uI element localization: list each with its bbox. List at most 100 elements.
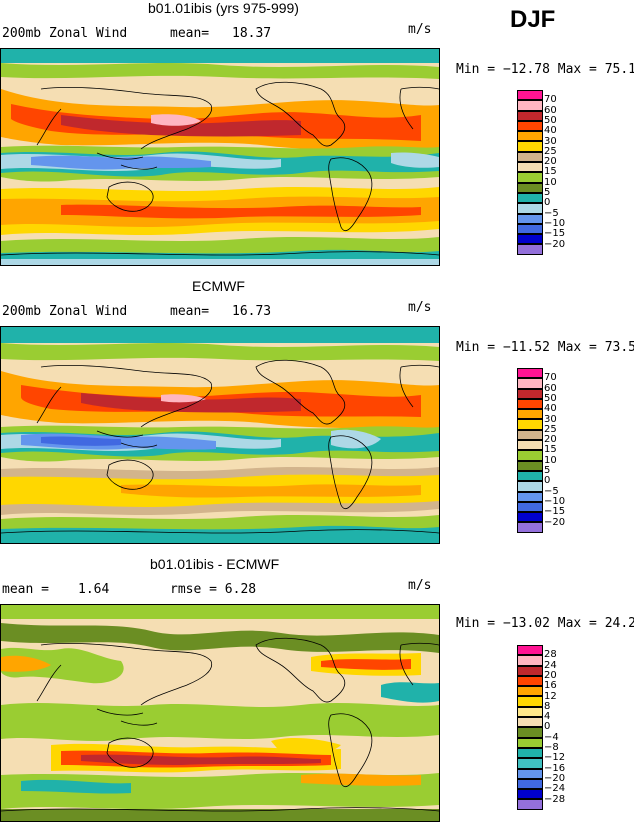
min-max-label: Min = −13.02 Max = 24.24 bbox=[456, 616, 634, 631]
legend-label: −20 bbox=[544, 516, 566, 528]
legend-swatch bbox=[517, 192, 543, 204]
legend-label: 70 bbox=[544, 372, 557, 384]
legend-swatch bbox=[517, 512, 543, 523]
legend-swatch bbox=[517, 162, 543, 173]
mean-label: mean= bbox=[170, 26, 210, 41]
legend-label: −28 bbox=[544, 793, 566, 805]
legend-swatch bbox=[517, 203, 543, 214]
legend-label: −16 bbox=[544, 762, 566, 774]
legend-swatch bbox=[517, 440, 543, 451]
legend-swatch bbox=[517, 686, 543, 697]
legend-swatch bbox=[517, 234, 543, 245]
legend-label: −15 bbox=[544, 506, 566, 518]
panel-title: b01.01ibis - ECMWF bbox=[150, 556, 280, 572]
legend-swatch bbox=[517, 758, 543, 769]
legend-swatch bbox=[517, 409, 543, 420]
mean-value: 16.73 bbox=[232, 304, 272, 319]
panel-title: ECMWF bbox=[192, 278, 245, 294]
legend-label: −10 bbox=[544, 217, 566, 229]
panel-title: b01.01ibis (yrs 975-999) bbox=[148, 0, 299, 16]
legend-label: 0 bbox=[544, 475, 551, 487]
color-legend: 28 24 20 16 12 8 4 0 −4 −8 −12 −16 −20 −24 −28 bbox=[517, 645, 565, 810]
legend-label: 20 bbox=[544, 434, 557, 446]
legend-label: 60 bbox=[544, 104, 557, 116]
legend-label: −20 bbox=[544, 772, 566, 784]
mean-label: mean= bbox=[170, 304, 210, 319]
min-max-label: Min = −12.78 Max = 75.18 bbox=[456, 62, 634, 77]
legend-label: −8 bbox=[544, 742, 559, 753]
legend-label: 12 bbox=[544, 690, 557, 702]
legend-label: 25 bbox=[544, 423, 557, 435]
legend-swatch bbox=[517, 470, 543, 482]
legend-swatch bbox=[517, 429, 543, 441]
legend-label: 40 bbox=[544, 125, 557, 137]
legend-label: 28 bbox=[544, 649, 557, 661]
legend-swatch bbox=[517, 90, 543, 101]
legend-label: −5 bbox=[544, 207, 559, 219]
legend-label: −24 bbox=[544, 783, 566, 795]
legend-label: −4 bbox=[544, 731, 559, 743]
legend-swatch bbox=[517, 675, 543, 687]
color-legend: 70 60 50 40 30 25 20 15 10 5 0 −5 −10 −15 −20 bbox=[517, 90, 565, 255]
legend-label: 25 bbox=[544, 145, 557, 157]
legend-label: 5 bbox=[544, 465, 551, 476]
legend-label: 5 bbox=[544, 187, 551, 198]
legend-label: 20 bbox=[544, 156, 557, 168]
legend-label: 15 bbox=[544, 444, 557, 456]
legend-label: 30 bbox=[544, 413, 557, 425]
legend-swatch bbox=[517, 696, 543, 707]
legend-swatch bbox=[517, 727, 543, 738]
zonal-wind-map bbox=[0, 326, 440, 544]
legend-label: 16 bbox=[544, 680, 557, 692]
legend-label: −20 bbox=[544, 238, 566, 250]
legend-label: 30 bbox=[544, 135, 557, 147]
units-label: m/s bbox=[408, 578, 432, 593]
legend-swatch bbox=[517, 120, 543, 132]
legend-swatch bbox=[517, 665, 543, 676]
legend-label: −15 bbox=[544, 228, 566, 240]
legend-swatch bbox=[517, 223, 543, 235]
mean-value: 18.37 bbox=[232, 26, 272, 41]
legend-swatches bbox=[517, 90, 543, 255]
mean-value: 1.64 bbox=[78, 582, 110, 597]
units-label: m/s bbox=[408, 22, 432, 37]
legend-swatches bbox=[517, 645, 543, 810]
legend-swatch bbox=[517, 522, 543, 533]
legend-swatch bbox=[517, 655, 543, 666]
legend-swatch bbox=[517, 717, 543, 728]
legend-label: −12 bbox=[544, 752, 566, 764]
legend-swatch bbox=[517, 172, 543, 183]
legend-label: −5 bbox=[544, 485, 559, 497]
legend-swatch bbox=[517, 110, 543, 121]
field-label: 200mb Zonal Wind bbox=[2, 304, 128, 319]
season-label: DJF bbox=[510, 6, 556, 33]
legend-swatch bbox=[517, 747, 543, 759]
legend-swatch bbox=[517, 100, 543, 111]
legend-label: 40 bbox=[544, 403, 557, 415]
mean-label: mean = bbox=[2, 582, 49, 597]
legend-label: 50 bbox=[544, 392, 557, 404]
map-contours bbox=[1, 49, 439, 265]
legend-swatch bbox=[517, 737, 543, 748]
legend-swatch bbox=[517, 768, 543, 779]
legend-label: 60 bbox=[544, 382, 557, 394]
legend-swatch bbox=[517, 141, 543, 152]
legend-label: 15 bbox=[544, 166, 557, 178]
legend-label: 0 bbox=[544, 721, 551, 733]
legend-swatch bbox=[517, 450, 543, 461]
legend-swatch bbox=[517, 645, 543, 656]
map-contours bbox=[1, 605, 439, 821]
legend-swatch bbox=[517, 501, 543, 513]
color-legend: 70 60 50 40 30 25 20 15 10 5 0 −5 −10 −15 −20 bbox=[517, 368, 565, 533]
legend-swatch bbox=[517, 131, 543, 142]
legend-swatch bbox=[517, 368, 543, 379]
legend-swatch bbox=[517, 151, 543, 163]
legend-swatch bbox=[517, 213, 543, 224]
legend-swatch bbox=[517, 491, 543, 502]
legend-label: 10 bbox=[544, 176, 557, 188]
difference-map bbox=[0, 604, 440, 822]
legend-label: 8 bbox=[544, 700, 551, 712]
legend-swatch bbox=[517, 481, 543, 492]
legend-label: 70 bbox=[544, 94, 557, 106]
legend-swatch bbox=[517, 244, 543, 255]
